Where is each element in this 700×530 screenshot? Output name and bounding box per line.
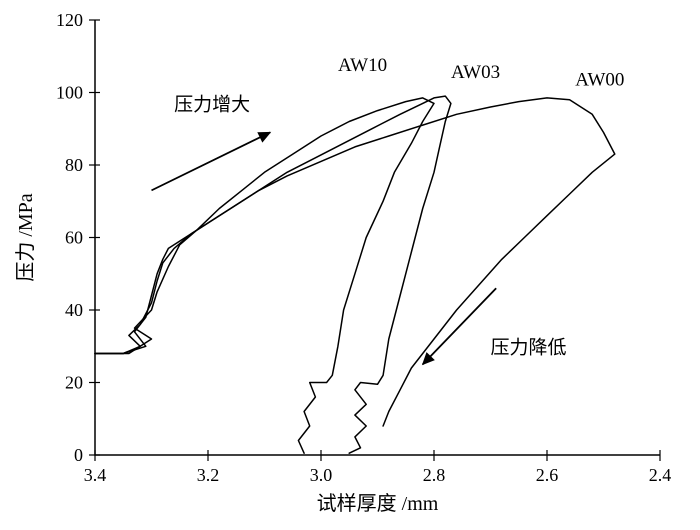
y-tick-label: 60 xyxy=(65,228,83,248)
y-tick-label: 80 xyxy=(65,155,83,175)
x-tick-label: 2.8 xyxy=(423,465,446,485)
y-axis-title: 压力 /MPa xyxy=(14,193,37,281)
x-tick-label: 2.6 xyxy=(536,465,559,485)
x-axis-title: 试样厚度 /mm xyxy=(317,492,439,515)
series-AW10 xyxy=(95,98,434,453)
annotation-pressure-decrease-text: 压力降低 xyxy=(491,337,567,359)
x-tick-label: 3.4 xyxy=(84,465,107,485)
x-tick-label: 2.4 xyxy=(649,465,672,485)
y-tick-label: 40 xyxy=(65,300,83,320)
series-label-AW03: AW03 xyxy=(451,62,500,83)
y-tick-label: 120 xyxy=(56,10,83,30)
y-tick-label: 0 xyxy=(74,445,83,465)
annotation-pressure-increase-text: 压力增大 xyxy=(174,94,250,116)
annotation-pressure-increase-arrowhead xyxy=(258,132,270,141)
y-tick-label: 20 xyxy=(65,373,83,393)
y-tick-label: 100 xyxy=(56,83,83,103)
pressure-thickness-chart: 3.4 3.2 3.0 2.8 2.6 2.4 0 20 40 60 80 100 120 试样厚度 /m… xyxy=(0,0,700,530)
series-label-AW10: AW10 xyxy=(338,55,387,76)
series-label-AW00: AW00 xyxy=(575,69,624,90)
x-tick-label: 3.0 xyxy=(310,465,333,485)
annotation-pressure-decrease-arrow xyxy=(423,288,496,364)
series-AW03 xyxy=(95,96,451,453)
series-AW00 xyxy=(95,98,615,426)
x-tick-label: 3.2 xyxy=(197,465,220,485)
